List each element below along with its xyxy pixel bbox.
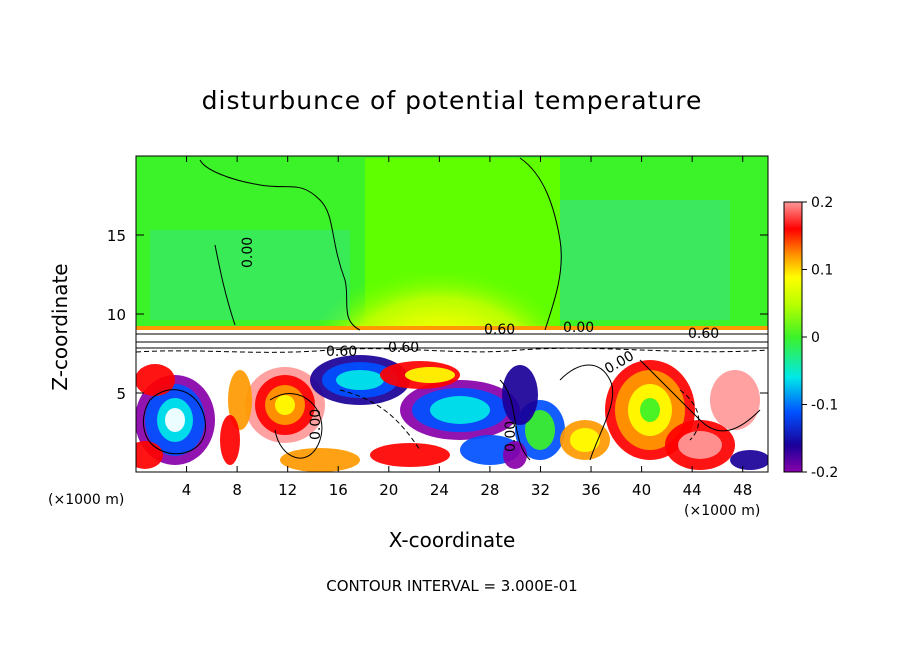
- anomaly-blob: [220, 415, 240, 465]
- contour-line: [214, 244, 236, 326]
- anomaly-blob: [370, 443, 450, 467]
- x-tick-label: 32: [531, 481, 550, 499]
- y-tick-label: 15: [107, 227, 126, 245]
- colorbar-tick-label: -0.2: [811, 465, 838, 481]
- anomaly-blob: [678, 431, 722, 459]
- contour-line: [136, 347, 768, 353]
- contour-label: 0.60: [688, 326, 719, 342]
- anomaly-blob: [336, 370, 384, 390]
- contour-line: [499, 379, 531, 461]
- colorbar: [783, 201, 803, 473]
- anomaly-blob: [730, 450, 768, 470]
- x-tick-label: 24: [430, 481, 449, 499]
- contour-lines: [136, 157, 768, 461]
- cool-upper-left: [150, 230, 350, 320]
- anomaly-blob: [136, 364, 175, 396]
- contour-line: [136, 333, 768, 349]
- contour-label: 0.60: [484, 322, 515, 338]
- x-tick-label: 36: [581, 481, 600, 499]
- contour-line: [639, 359, 761, 432]
- x-tick-label: 12: [278, 481, 297, 499]
- anomaly-blob: [502, 365, 538, 425]
- contour-interval-note: CONTOUR INTERVAL = 3.000E-01: [326, 577, 578, 595]
- anomaly-blob: [275, 395, 295, 415]
- contour-label: 0.60: [326, 344, 357, 360]
- contour-label: 0.00: [563, 320, 594, 336]
- colorbar-tick-label: 0.2: [811, 195, 833, 211]
- anomaly-blob: [136, 441, 163, 469]
- x-tick-label: 28: [480, 481, 499, 499]
- contour-label: 0.00: [503, 421, 519, 452]
- anomaly-blob: [228, 370, 252, 430]
- x-tick-label: 40: [632, 481, 651, 499]
- x-tick-label: 16: [329, 481, 348, 499]
- contour-label: 0.60: [388, 340, 419, 356]
- anomaly-blob: [525, 410, 555, 450]
- y-tick-label: 5: [116, 385, 126, 403]
- field-layer: [136, 156, 768, 472]
- anomaly-blob: [710, 370, 760, 430]
- anomaly-blob: [503, 441, 527, 469]
- x-axis-title: X-coordinate: [388, 528, 516, 552]
- turbulence-blobs: [136, 355, 768, 472]
- contour-line: [519, 157, 562, 331]
- x-tick-label: 44: [683, 481, 702, 499]
- colorbar-tick-label: -0.1: [811, 398, 838, 414]
- anomaly-blob: [430, 396, 490, 424]
- anomaly-blob: [405, 367, 455, 383]
- contour-line: [142, 389, 206, 455]
- colorbar-ticks: 0.2 0.1 0 -0.1 -0.2: [802, 195, 838, 481]
- x-tick-label: 8: [232, 481, 242, 499]
- anomaly-blob: [570, 428, 600, 452]
- x-unit-left: (×1000 m): [48, 492, 125, 508]
- anomaly-blob: [640, 398, 660, 422]
- contour-line: [199, 159, 361, 331]
- y-tick-label: 10: [107, 306, 126, 324]
- contour-line: [559, 364, 614, 461]
- anomaly-blob: [165, 408, 185, 432]
- anomaly-blob: [280, 448, 360, 472]
- colorbar-tick-label: 0: [811, 330, 820, 346]
- chart-title: disturbunce of potential temperature: [201, 86, 703, 115]
- x-unit-right: (×1000 m): [684, 503, 761, 519]
- contour-label: 0.00: [240, 237, 256, 268]
- cool-upper-region: [560, 200, 730, 320]
- y-axis-title: Z-coordinate: [48, 263, 72, 391]
- contour-line: [269, 393, 323, 459]
- x-tick-label: 4: [182, 481, 192, 499]
- colorbar-tick-label: 0.1: [811, 263, 833, 279]
- contour-label: 0.00: [308, 409, 324, 440]
- x-tick-label: 20: [379, 481, 398, 499]
- x-tick-label: 48: [733, 481, 752, 499]
- inversion-orange: [136, 326, 768, 331]
- contour-line: [339, 389, 421, 451]
